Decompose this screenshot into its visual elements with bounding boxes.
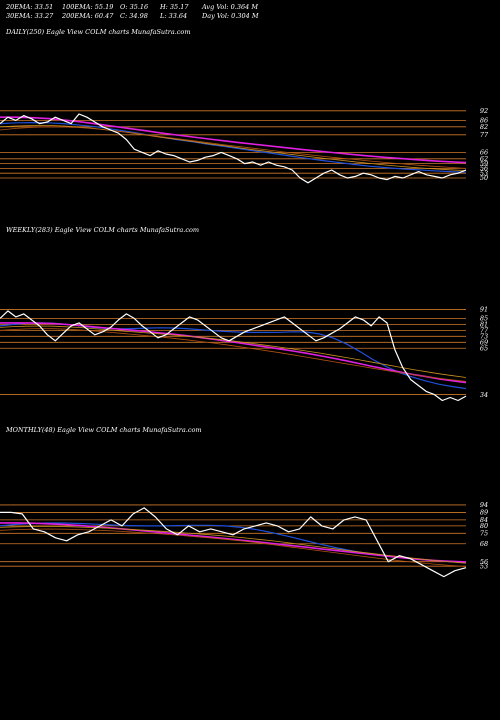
daily-panel-label: DAILY(250) Eagle View COLM charts Munafa… — [6, 28, 191, 36]
y-tick-label: 53 — [480, 562, 488, 570]
y-tick-label: 59 — [480, 160, 488, 168]
price-line — [0, 507, 467, 578]
ma-gold-line — [0, 325, 467, 378]
y-tick-label: 77 — [480, 131, 489, 139]
y-tick-label: 86 — [480, 117, 488, 125]
y-tick-label: 56 — [480, 558, 488, 566]
y-tick-label: 82 — [480, 123, 488, 131]
ma-brown-line — [0, 328, 467, 382]
ema-long-line — [0, 322, 467, 384]
y-tick-label: 80 — [480, 522, 488, 530]
y-tick-label: 94 — [480, 501, 488, 509]
y-tick-label: 62 — [480, 155, 488, 163]
y-tick-label: 53 — [480, 169, 488, 177]
ema30-value: 30EMA: 33.27 — [6, 12, 54, 20]
y-tick-label: 73 — [480, 333, 488, 341]
ema-short-line — [0, 122, 467, 173]
ema200-value: 200EMA: 60.47 — [62, 12, 114, 20]
monthly-panel-label: MONTHLY(48) Eagle View COLM charts Munaf… — [6, 426, 202, 434]
y-tick-label: 66 — [480, 149, 488, 157]
y-tick-label: 69 — [480, 338, 488, 346]
ema100-value: 100EMA: 55.19 — [62, 3, 114, 11]
ma-brown-line — [0, 528, 467, 567]
y-tick-label: 92 — [480, 107, 488, 115]
y-tick-label: 81 — [480, 321, 488, 329]
open-value: O: 35.16 — [120, 3, 149, 11]
close-value: C: 34.98 — [120, 12, 148, 20]
y-tick-label: 77 — [480, 327, 489, 335]
y-tick-label: 85 — [480, 315, 488, 323]
price-line — [0, 113, 467, 184]
day-vol-value: Day Vol: 0.304 M — [202, 12, 259, 20]
y-tick-label: 68 — [480, 540, 488, 548]
y-tick-label: 65 — [480, 344, 488, 352]
y-tick-label: 56 — [480, 165, 488, 173]
price-line — [0, 310, 467, 402]
ma-gold-line — [0, 125, 467, 171]
avg-vol-value: Avg Vol: 0.364 M — [202, 3, 259, 11]
y-tick-label: 50 — [480, 174, 488, 182]
ema-short-line — [0, 322, 467, 390]
low-value: L: 33.64 — [160, 12, 188, 20]
ema-long-line — [0, 116, 467, 164]
ma-gold-line — [0, 526, 467, 564]
high-value: H: 35.17 — [160, 3, 189, 11]
ema-long-line — [0, 522, 467, 563]
y-tick-label: 84 — [480, 516, 488, 524]
y-tick-label: 91 — [480, 306, 488, 314]
ma-brown-line — [0, 126, 467, 169]
y-tick-label: 75 — [480, 530, 488, 538]
weekly-panel-label: WEEKLY(283) Eagle View COLM charts Munaf… — [6, 226, 200, 234]
y-tick-label: 34 — [480, 391, 488, 399]
y-tick-label: 89 — [480, 509, 488, 517]
ema20-value: 20EMA: 33.51 — [6, 3, 54, 11]
